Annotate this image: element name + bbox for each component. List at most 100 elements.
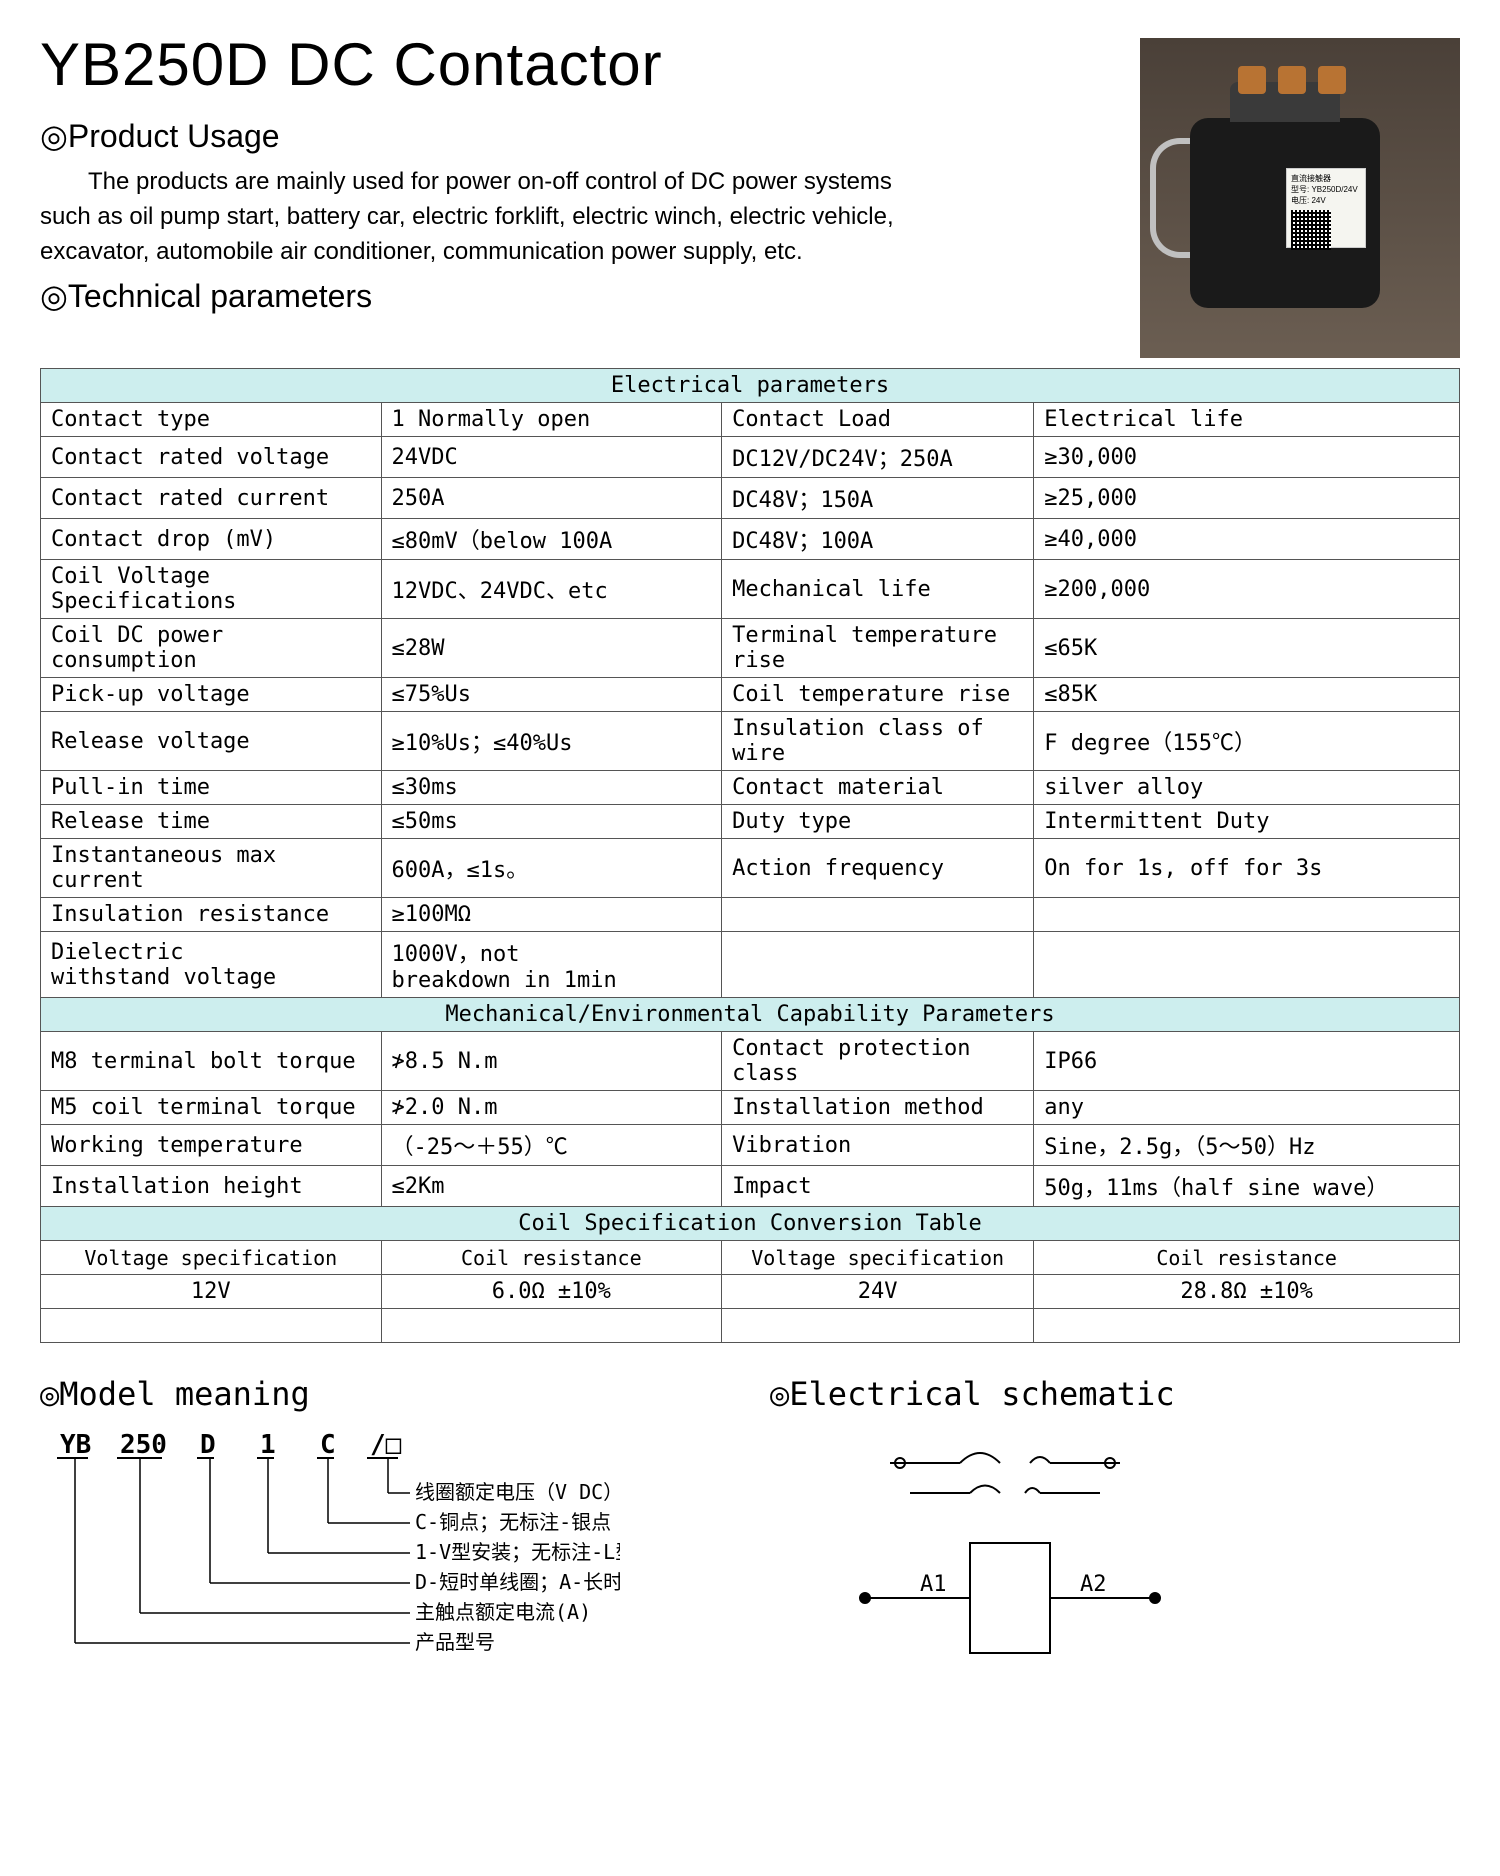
table-cell: DC48V；100A <box>722 519 1034 560</box>
table-row: Contact rated voltage24VDCDC12V/DC24V；25… <box>41 437 1460 478</box>
table-cell: Contact Load <box>722 403 1034 437</box>
table-cell: ≤30ms <box>381 771 722 805</box>
table-cell: M5 coil terminal torque <box>41 1091 382 1125</box>
table-cell: Contact rated voltage <box>41 437 382 478</box>
model-diagram: YB250D1C/□线圈额定电压（V DC）C-铜点；无标注-银点1-V型安装；… <box>40 1423 620 1703</box>
svg-text:1-V型安装；无标注-L型直板安装；: 1-V型安装；无标注-L型直板安装； <box>415 1540 620 1564</box>
table-cell: ≤80mV（below 100A <box>381 519 722 560</box>
svg-text:C-铜点；无标注-银点: C-铜点；无标注-银点 <box>415 1510 611 1534</box>
page-title: YB250D DC Contactor <box>40 30 1110 99</box>
table-cell: Coil temperature rise <box>722 678 1034 712</box>
table-cell: 600A，≤1s。 <box>381 839 722 898</box>
table-cell: ≥25,000 <box>1034 478 1460 519</box>
table-cell: Contact rated current <box>41 478 382 519</box>
table-row: Release time≤50msDuty typeIntermittent D… <box>41 805 1460 839</box>
spec-table: Electrical parametersContact type1 Norma… <box>40 368 1460 1343</box>
table-cell: Intermittent Duty <box>1034 805 1460 839</box>
table-cell: ≯2.0 N.m <box>381 1091 722 1125</box>
table-cell: 12VDC、24VDC、etc <box>381 560 722 619</box>
table-cell: 6.0Ω ±10% <box>381 1275 722 1309</box>
table-row: Release voltage≥10%Us；≤40%UsInsulation c… <box>41 712 1460 771</box>
table-cell: Installation method <box>722 1091 1034 1125</box>
table-section-header: Mechanical/Environmental Capability Para… <box>41 998 1460 1032</box>
table-cell: Release time <box>41 805 382 839</box>
table-cell: Contact material <box>722 771 1034 805</box>
table-cell: DC48V；150A <box>722 478 1034 519</box>
table-cell: 1 Normally open <box>381 403 722 437</box>
table-cell: ≤75%Us <box>381 678 722 712</box>
table-cell: Mechanical life <box>722 560 1034 619</box>
terminal-a1: A1 <box>920 1572 947 1597</box>
table-cell <box>41 1309 382 1343</box>
table-cell: Duty type <box>722 805 1034 839</box>
table-row: Instantaneous max current600A，≤1s。Action… <box>41 839 1460 898</box>
table-cell: ≤28W <box>381 619 722 678</box>
table-cell: Pick-up voltage <box>41 678 382 712</box>
table-row: Working temperature（-25～＋55）℃VibrationSi… <box>41 1125 1460 1166</box>
terminal-a2: A2 <box>1080 1572 1107 1597</box>
table-cell: Impact <box>722 1166 1034 1207</box>
table-cell <box>722 898 1034 932</box>
schematic-diagram: A1 A2 <box>830 1433 1190 1683</box>
table-cell: Insulation resistance <box>41 898 382 932</box>
table-cell: silver alloy <box>1034 771 1460 805</box>
table-cell: Coil Voltage Specifications <box>41 560 382 619</box>
table-row: M8 terminal bolt torque≯8.5 N.mContact p… <box>41 1032 1460 1091</box>
table-cell: 1000V，not breakdown in 1min <box>381 932 722 998</box>
table-cell: ≤50ms <box>381 805 722 839</box>
model-heading: ◎Model meaning <box>40 1375 730 1413</box>
table-row: Pull-in time≤30msContact materialsilver … <box>41 771 1460 805</box>
table-cell: Instantaneous max current <box>41 839 382 898</box>
table-row: Coil Voltage Specifications12VDC、24VDC、e… <box>41 560 1460 619</box>
table-cell: Installation height <box>41 1166 382 1207</box>
svg-text:主触点额定电流(A): 主触点额定电流(A) <box>415 1600 591 1624</box>
table-cell: Coil DC power consumption <box>41 619 382 678</box>
table-cell: 24VDC <box>381 437 722 478</box>
table-cell: ≤65K <box>1034 619 1460 678</box>
table-cell: ≥40,000 <box>1034 519 1460 560</box>
table-cell: Voltage specification <box>722 1241 1034 1275</box>
table-cell: IP66 <box>1034 1032 1460 1091</box>
usage-text: The products are mainly used for power o… <box>40 165 900 269</box>
table-row: Pick-up voltage≤75%UsCoil temperature ri… <box>41 678 1460 712</box>
table-cell: Electrical life <box>1034 403 1460 437</box>
svg-text:/□: /□ <box>370 1430 402 1460</box>
table-cell: （-25～＋55）℃ <box>381 1125 722 1166</box>
table-row: M5 coil terminal torque≯2.0 N.mInstallat… <box>41 1091 1460 1125</box>
table-row: Contact rated current250ADC48V；150A≥25,0… <box>41 478 1460 519</box>
table-cell: 24V <box>722 1275 1034 1309</box>
table-cell: 250A <box>381 478 722 519</box>
table-cell: Working temperature <box>41 1125 382 1166</box>
table-cell: ≤2Km <box>381 1166 722 1207</box>
table-cell: Action frequency <box>722 839 1034 898</box>
table-section-header: Electrical parameters <box>41 369 1460 403</box>
table-row <box>41 1309 1460 1343</box>
product-photo: 直流接触器型号: YB250D/24V电压: 24V <box>1140 38 1460 358</box>
table-cell <box>722 932 1034 998</box>
table-cell: 28.8Ω ±10% <box>1034 1275 1460 1309</box>
table-cell: Sine，2.5g，（5～50）Hz <box>1034 1125 1460 1166</box>
table-cell: Terminal temperature rise <box>722 619 1034 678</box>
table-cell: Release voltage <box>41 712 382 771</box>
table-cell: 50g，11ms（half sine wave） <box>1034 1166 1460 1207</box>
table-cell: F degree（155℃） <box>1034 712 1460 771</box>
table-cell: Voltage specification <box>41 1241 382 1275</box>
table-section-header: Coil Specification Conversion Table <box>41 1207 1460 1241</box>
svg-text:线圈额定电压（V DC）: 线圈额定电压（V DC） <box>415 1480 620 1504</box>
table-cell: ≥200,000 <box>1034 560 1460 619</box>
table-row: 12V6.0Ω ±10%24V28.8Ω ±10% <box>41 1275 1460 1309</box>
table-cell: Coil resistance <box>381 1241 722 1275</box>
table-cell: Coil resistance <box>1034 1241 1460 1275</box>
table-cell: M8 terminal bolt torque <box>41 1032 382 1091</box>
svg-text:D-短时单线圈；A-长时单线圈。: D-短时单线圈；A-长时单线圈。 <box>415 1570 620 1594</box>
table-cell: Contact drop (mV) <box>41 519 382 560</box>
table-cell: ≯8.5 N.m <box>381 1032 722 1091</box>
table-cell: ≥10%Us；≤40%Us <box>381 712 722 771</box>
tech-heading: ◎Technical parameters <box>40 277 1110 315</box>
table-cell: DC12V/DC24V；250A <box>722 437 1034 478</box>
table-row: Insulation resistance≥100MΩ <box>41 898 1460 932</box>
table-row: Coil DC power consumption≤28WTerminal te… <box>41 619 1460 678</box>
table-cell: 12V <box>41 1275 382 1309</box>
svg-text:产品型号: 产品型号 <box>415 1630 495 1654</box>
table-cell: Insulation class of wire <box>722 712 1034 771</box>
